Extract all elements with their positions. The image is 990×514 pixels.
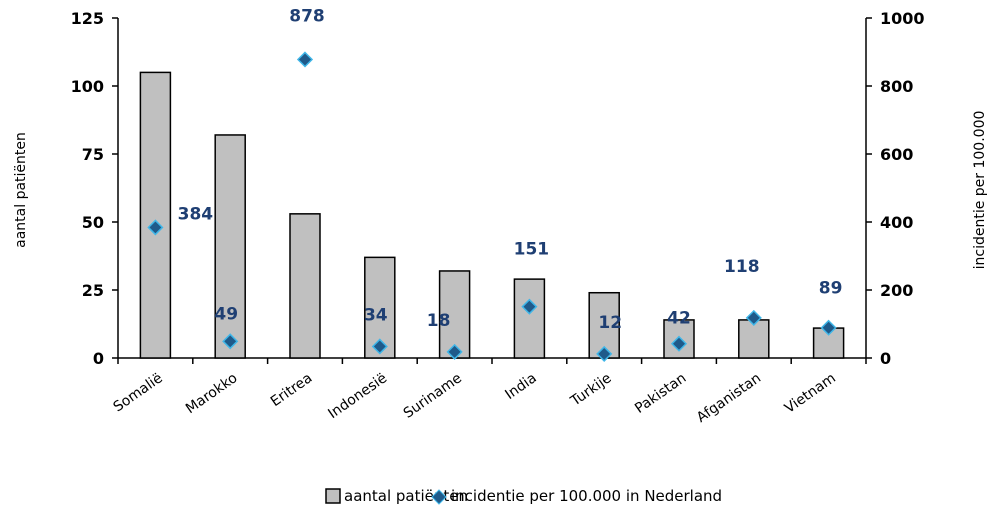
y2-tick-label: 600 [880, 145, 913, 164]
x-tick-label: Vietnam [782, 370, 839, 417]
legend-marker-swatch [431, 489, 447, 505]
x-tick-label: Turkije [567, 370, 614, 410]
y2-tick-label: 400 [880, 213, 913, 232]
x-tick-label: Eritrea [268, 370, 315, 410]
bar [513, 278, 546, 359]
marker-point [296, 51, 314, 68]
legend-bar-label: aantal patiënten [344, 487, 468, 505]
marker-point [446, 343, 463, 360]
marker-point [371, 338, 388, 355]
data-label: 42 [667, 309, 691, 329]
y-tick-label: 25 [82, 281, 104, 300]
data-label: 12 [598, 313, 622, 333]
marker-point [670, 335, 688, 352]
bar [289, 213, 321, 359]
data-label: 89 [819, 279, 843, 299]
x-tick-label: Indonesië [325, 370, 390, 422]
x-tick-label: Marokko [183, 370, 240, 417]
bar [438, 270, 471, 359]
legend-marker-label: incidentie per 100.000 in Nederland [451, 487, 722, 505]
x-tick-label: Afganistan [694, 370, 764, 426]
y2-tick-label: 800 [880, 77, 913, 96]
y2-axis-title: incidentie per 100.000 [972, 111, 988, 270]
marker-point [596, 345, 613, 362]
x-tick-label: Pakistan [632, 370, 689, 417]
y-tick-label: 125 [71, 9, 104, 28]
y-axis-title: aantal patiënten [13, 132, 29, 248]
data-label: 151 [514, 240, 550, 260]
marker-point [521, 298, 538, 315]
bar [139, 71, 172, 359]
y2-tick-label: 200 [880, 281, 913, 300]
y-tick-label: 50 [82, 213, 104, 232]
legend-bar-swatch [325, 488, 341, 504]
data-label: 18 [427, 311, 451, 331]
data-label: 878 [289, 6, 325, 26]
y2-tick-label: 1000 [880, 9, 925, 28]
legend: aantal patiënten incidentie per 100.000 … [325, 487, 722, 505]
x-tick-label: Somalië [111, 370, 166, 415]
marker-point [147, 219, 164, 236]
bar [214, 134, 246, 359]
bar [738, 319, 770, 359]
x-tick-label: Suriname [401, 370, 465, 422]
data-label: 384 [178, 204, 214, 224]
data-label: 118 [724, 257, 760, 277]
y-tick-label: 0 [93, 349, 104, 368]
marker-point [222, 333, 239, 350]
x-tick-label: India [502, 370, 539, 403]
marker-point [745, 309, 762, 326]
data-label: 49 [214, 304, 238, 324]
data-label: 34 [364, 305, 388, 325]
y-tick-label: 100 [71, 77, 104, 96]
y-tick-label: 75 [82, 145, 104, 164]
y2-tick-label: 0 [880, 349, 891, 368]
marker-point [820, 319, 837, 336]
